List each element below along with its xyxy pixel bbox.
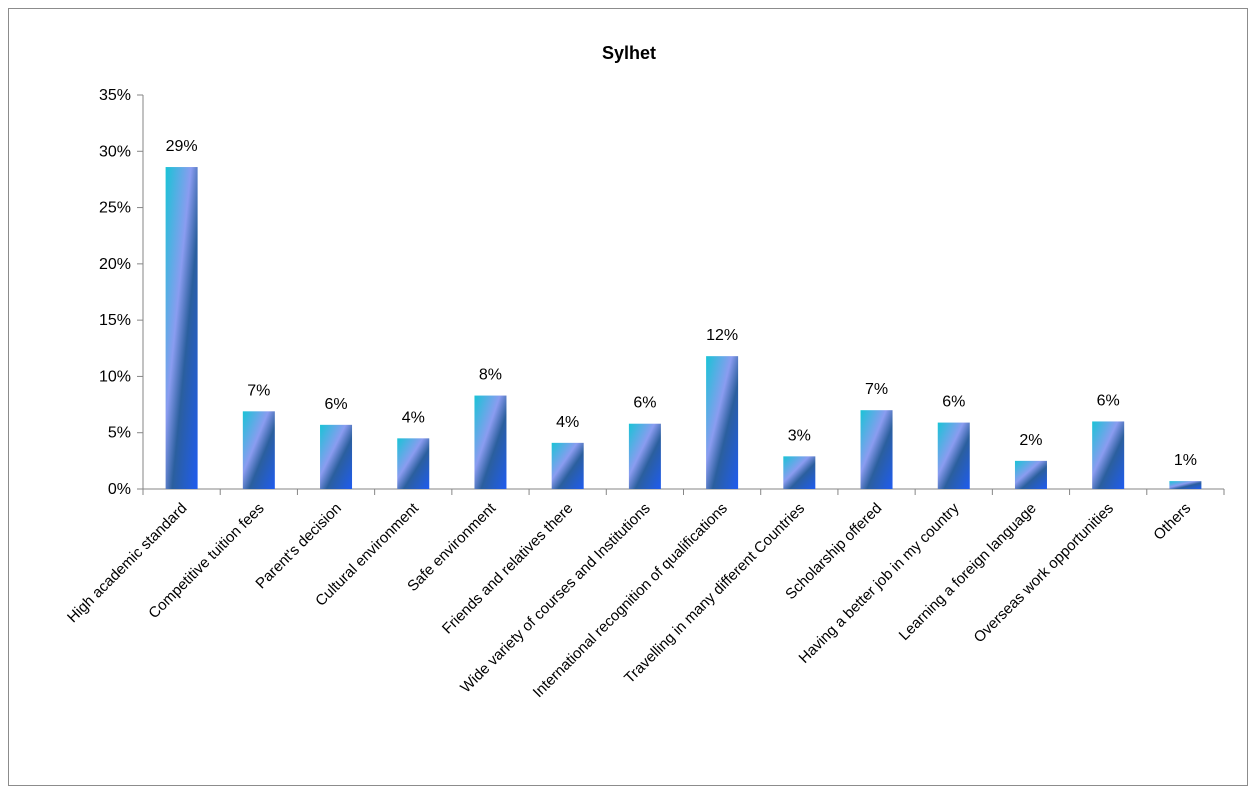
bar — [551, 442, 584, 489]
bar — [1014, 460, 1047, 489]
data-label: 12% — [706, 327, 738, 344]
bar — [628, 423, 661, 489]
data-label: 6% — [633, 395, 656, 412]
bar — [860, 410, 893, 489]
axes — [137, 94, 1225, 495]
data-label: 6% — [1097, 392, 1120, 409]
data-label: 6% — [942, 394, 965, 411]
bar — [783, 456, 816, 489]
y-tick-labels: 0% 5% 10% 15% 20% 25% 30% 35% — [99, 87, 131, 498]
data-label: 7% — [865, 381, 888, 398]
y-tick-label: 35% — [99, 87, 131, 104]
y-tick-label: 15% — [99, 312, 131, 329]
y-tick-label: 20% — [99, 256, 131, 273]
y-tick-label: 10% — [99, 368, 131, 385]
chart-svg: Sylhet 0% 5% 10% 15% 20% 25% 30% 35% 29% 7% 6% 4% 8… — [64, 43, 1225, 701]
bar — [320, 424, 353, 489]
chart-title: Sylhet — [602, 43, 656, 63]
data-label: 4% — [556, 414, 579, 431]
data-labels: 29% 7% 6% 4% 8% 4% 6% 12% 3% 7% 6% 2% 6% 1% — [166, 138, 1197, 469]
x-category-label: Overseas work opportunities — [971, 500, 1117, 646]
bar — [242, 411, 275, 489]
x-category-label: Others — [1150, 500, 1194, 544]
data-label: 1% — [1174, 452, 1197, 469]
data-label: 6% — [324, 396, 347, 413]
data-label: 7% — [247, 382, 270, 399]
data-label: 2% — [1019, 432, 1042, 449]
bar — [165, 167, 198, 489]
bar — [1092, 421, 1125, 489]
bars — [165, 167, 1202, 489]
data-label: 3% — [788, 427, 811, 444]
y-tick-label: 5% — [108, 425, 131, 442]
y-tick-label: 25% — [99, 200, 131, 217]
x-category-label: Having a better job in my country — [796, 499, 963, 666]
x-category-label: Friends and relatives there — [439, 500, 577, 638]
data-label: 8% — [479, 367, 502, 384]
bar — [1169, 481, 1202, 489]
bar — [937, 422, 970, 489]
bar — [706, 356, 739, 489]
y-tick-label: 30% — [99, 143, 131, 160]
bar — [474, 395, 507, 489]
x-category-label: Learning a foreign language — [896, 500, 1040, 644]
data-label: 4% — [402, 409, 425, 426]
y-tick-label: 0% — [108, 481, 131, 498]
data-label: 29% — [166, 138, 198, 155]
bar — [397, 438, 430, 489]
chart-frame: Sylhet 0% 5% 10% 15% 20% 25% 30% 35% 29% 7% 6% 4% 8… — [8, 8, 1248, 786]
